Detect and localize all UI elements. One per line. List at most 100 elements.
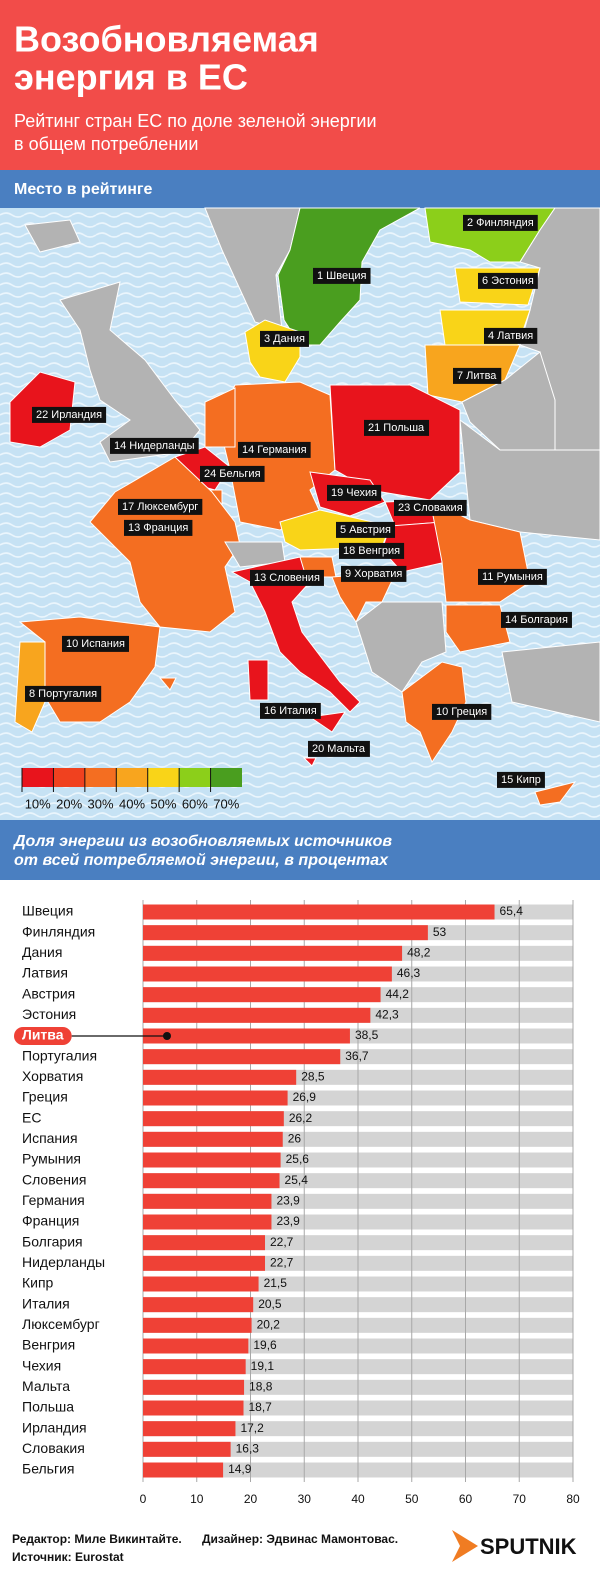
map-label: 15 Кипр (501, 774, 541, 786)
bar (143, 1090, 288, 1106)
chart-title: от всей потребляемой энергии, в процента… (14, 852, 389, 869)
map-label-bg (313, 267, 371, 284)
value-label: 14,9 (228, 1462, 252, 1476)
value-label: 38,5 (355, 1028, 379, 1042)
map-label-bg (32, 406, 107, 423)
map-label: 21 Польша (368, 422, 425, 434)
map-label-bg (62, 635, 129, 652)
value-label: 46,3 (397, 966, 421, 980)
category-label: Дания (22, 944, 62, 960)
map-label-bg (308, 740, 370, 757)
category-label: Австрия (22, 985, 75, 1001)
map-label-bg (394, 499, 467, 516)
category-label: Венгрия (22, 1337, 75, 1353)
bar (143, 1359, 246, 1375)
legend-swatch (116, 768, 148, 787)
bar (143, 1379, 245, 1395)
x-tick-label: 80 (566, 1492, 580, 1506)
bar (143, 1111, 284, 1127)
value-label: 23,9 (276, 1194, 300, 1208)
legend-swatch (53, 768, 85, 787)
title: энергия в ЕС (14, 57, 248, 98)
x-tick-label: 50 (405, 1492, 419, 1506)
map-label-bg (484, 327, 538, 344)
category-label: Португалия (22, 1047, 97, 1063)
value-label: 65,4 (500, 904, 524, 918)
map-label-bg (478, 568, 547, 585)
category-label: Румыния (22, 1151, 81, 1167)
subtitle: в общем потреблении (14, 134, 198, 154)
value-label: 25,6 (286, 1152, 310, 1166)
header-bg (0, 0, 600, 170)
legend-swatch (147, 768, 180, 787)
legend-swatch (84, 768, 117, 787)
bar (143, 1049, 341, 1065)
bar (143, 1441, 231, 1457)
category-label: Италия (22, 1295, 70, 1311)
value-label: 22,7 (270, 1256, 294, 1270)
map-label: 10 Греция (436, 706, 487, 718)
map-label: 5 Австрия (340, 524, 391, 536)
map-label-bg (200, 465, 265, 482)
category-label: Германия (22, 1192, 85, 1208)
category-label: Эстония (22, 1006, 76, 1022)
category-label: Франция (22, 1213, 79, 1229)
category-label: Мальта (22, 1378, 70, 1394)
map-label: 14 Болгария (505, 614, 568, 626)
value-label: 26,9 (293, 1090, 317, 1104)
bar (143, 1276, 259, 1292)
map-label: 17 Люксембург (122, 501, 198, 513)
category-label: Болгария (22, 1233, 83, 1249)
map-label: 8 Португалия (29, 688, 97, 700)
map-label: 4 Латвия (488, 330, 533, 342)
map-label: 13 Франция (128, 522, 188, 534)
bar (143, 904, 495, 920)
bar (143, 966, 392, 982)
category-label: Словакия (22, 1440, 85, 1456)
map-label: 19 Чехия (331, 487, 377, 499)
value-label: 18,8 (249, 1380, 273, 1394)
x-tick-label: 0 (140, 1492, 147, 1506)
legend-label: 50% (150, 796, 176, 811)
section-band (0, 170, 600, 208)
value-label: 36,7 (345, 1049, 369, 1063)
map-labels: 2 Финляндия 1 Швеция 6 Эстония 3 Дания 4… (25, 214, 572, 788)
map-label-bg (339, 542, 405, 559)
map-label: 13 Словения (254, 572, 320, 584)
bar (143, 1297, 254, 1313)
bar (143, 1007, 371, 1023)
chart-title: Доля энергии из возобновляемых источнико… (12, 833, 392, 850)
x-tick-label: 10 (190, 1492, 204, 1506)
category-label: Нидерланды (22, 1254, 105, 1270)
bar-chart: 0 10 20 30 40 50 60 70 80 65,4 Швеция 53 Финляндия 48… (14, 900, 580, 1506)
legend-swatch (22, 768, 54, 787)
bar (143, 1069, 297, 1085)
source: Источник: Eurostat (12, 1550, 124, 1564)
category-label: Латвия (22, 965, 68, 981)
value-label: 19,1 (251, 1359, 275, 1373)
value-label: 42,3 (375, 1008, 399, 1022)
category-label: Хорватия (22, 1068, 83, 1084)
map-label-bg (463, 214, 538, 231)
map-label: 2 Финляндия (467, 217, 534, 229)
value-label: 17,2 (240, 1421, 264, 1435)
title: Возобновляемая (14, 19, 319, 60)
map-label-bg (260, 330, 309, 347)
map-label-bg (110, 437, 199, 454)
logo: SPUTNIK (480, 1534, 577, 1559)
map-label-bg (336, 521, 396, 538)
category-label: Чехия (22, 1357, 61, 1373)
bar (143, 1152, 281, 1168)
map-label: 7 Литва (457, 370, 497, 382)
legend-swatch (179, 768, 211, 787)
category-label: Словения (22, 1171, 86, 1187)
bar (143, 1255, 266, 1271)
category-label: Кипр (22, 1275, 54, 1291)
category-label: Финляндия (22, 923, 95, 939)
highlight-pill (14, 1027, 72, 1045)
map-label: 23 Словакия (398, 502, 463, 514)
bar (143, 1317, 252, 1333)
category-label: Испания (22, 1130, 78, 1146)
category-label: Греция (22, 1089, 68, 1105)
